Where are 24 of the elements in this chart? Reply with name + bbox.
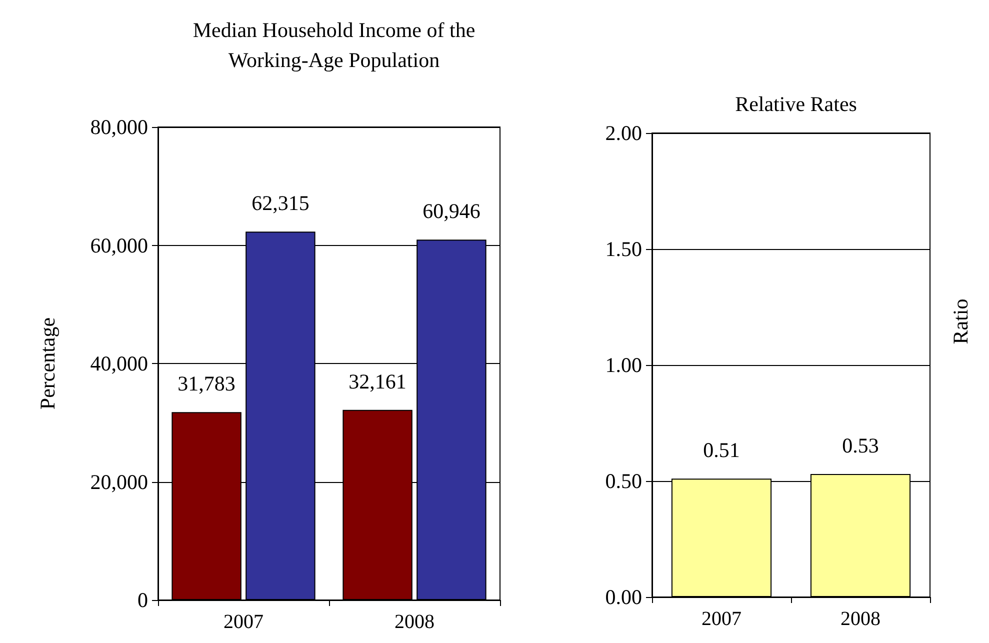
x-tick-label: 2008 [394, 611, 434, 633]
data-label: 62,315 [252, 191, 310, 216]
x-tick-label: 2007 [702, 608, 742, 630]
y-tick-label: 1.50 [605, 237, 642, 261]
y-tick-label: 20,000 [90, 470, 148, 494]
data-label: 60,946 [422, 199, 480, 224]
data-label: 31,783 [178, 372, 236, 396]
x-tick-label: 2007 [224, 611, 264, 633]
data-label: 32,161 [348, 369, 406, 394]
data-label: 0.53 [842, 434, 879, 458]
y-tick-label: 2.00 [605, 121, 642, 145]
y-axis-title: Ratio [948, 298, 972, 344]
y-tick-label: 0 [138, 588, 148, 612]
x-tick-label: 2008 [840, 608, 880, 630]
y-axis-title: Percentage [36, 317, 60, 410]
y-tick-label: 40,000 [90, 352, 148, 376]
y-tick-label: 60,000 [90, 233, 148, 258]
y-tick-label: 0.50 [605, 469, 642, 493]
data-label: 0.51 [703, 438, 740, 462]
y-tick-label: 80,000 [90, 115, 148, 139]
chart-title: Relative Rates [735, 92, 857, 116]
chart-title: Median Household Income of the Working-Age Population [192, 18, 476, 72]
y-tick-label: 1.00 [605, 353, 642, 377]
y-tick-label: 0.00 [605, 585, 642, 609]
